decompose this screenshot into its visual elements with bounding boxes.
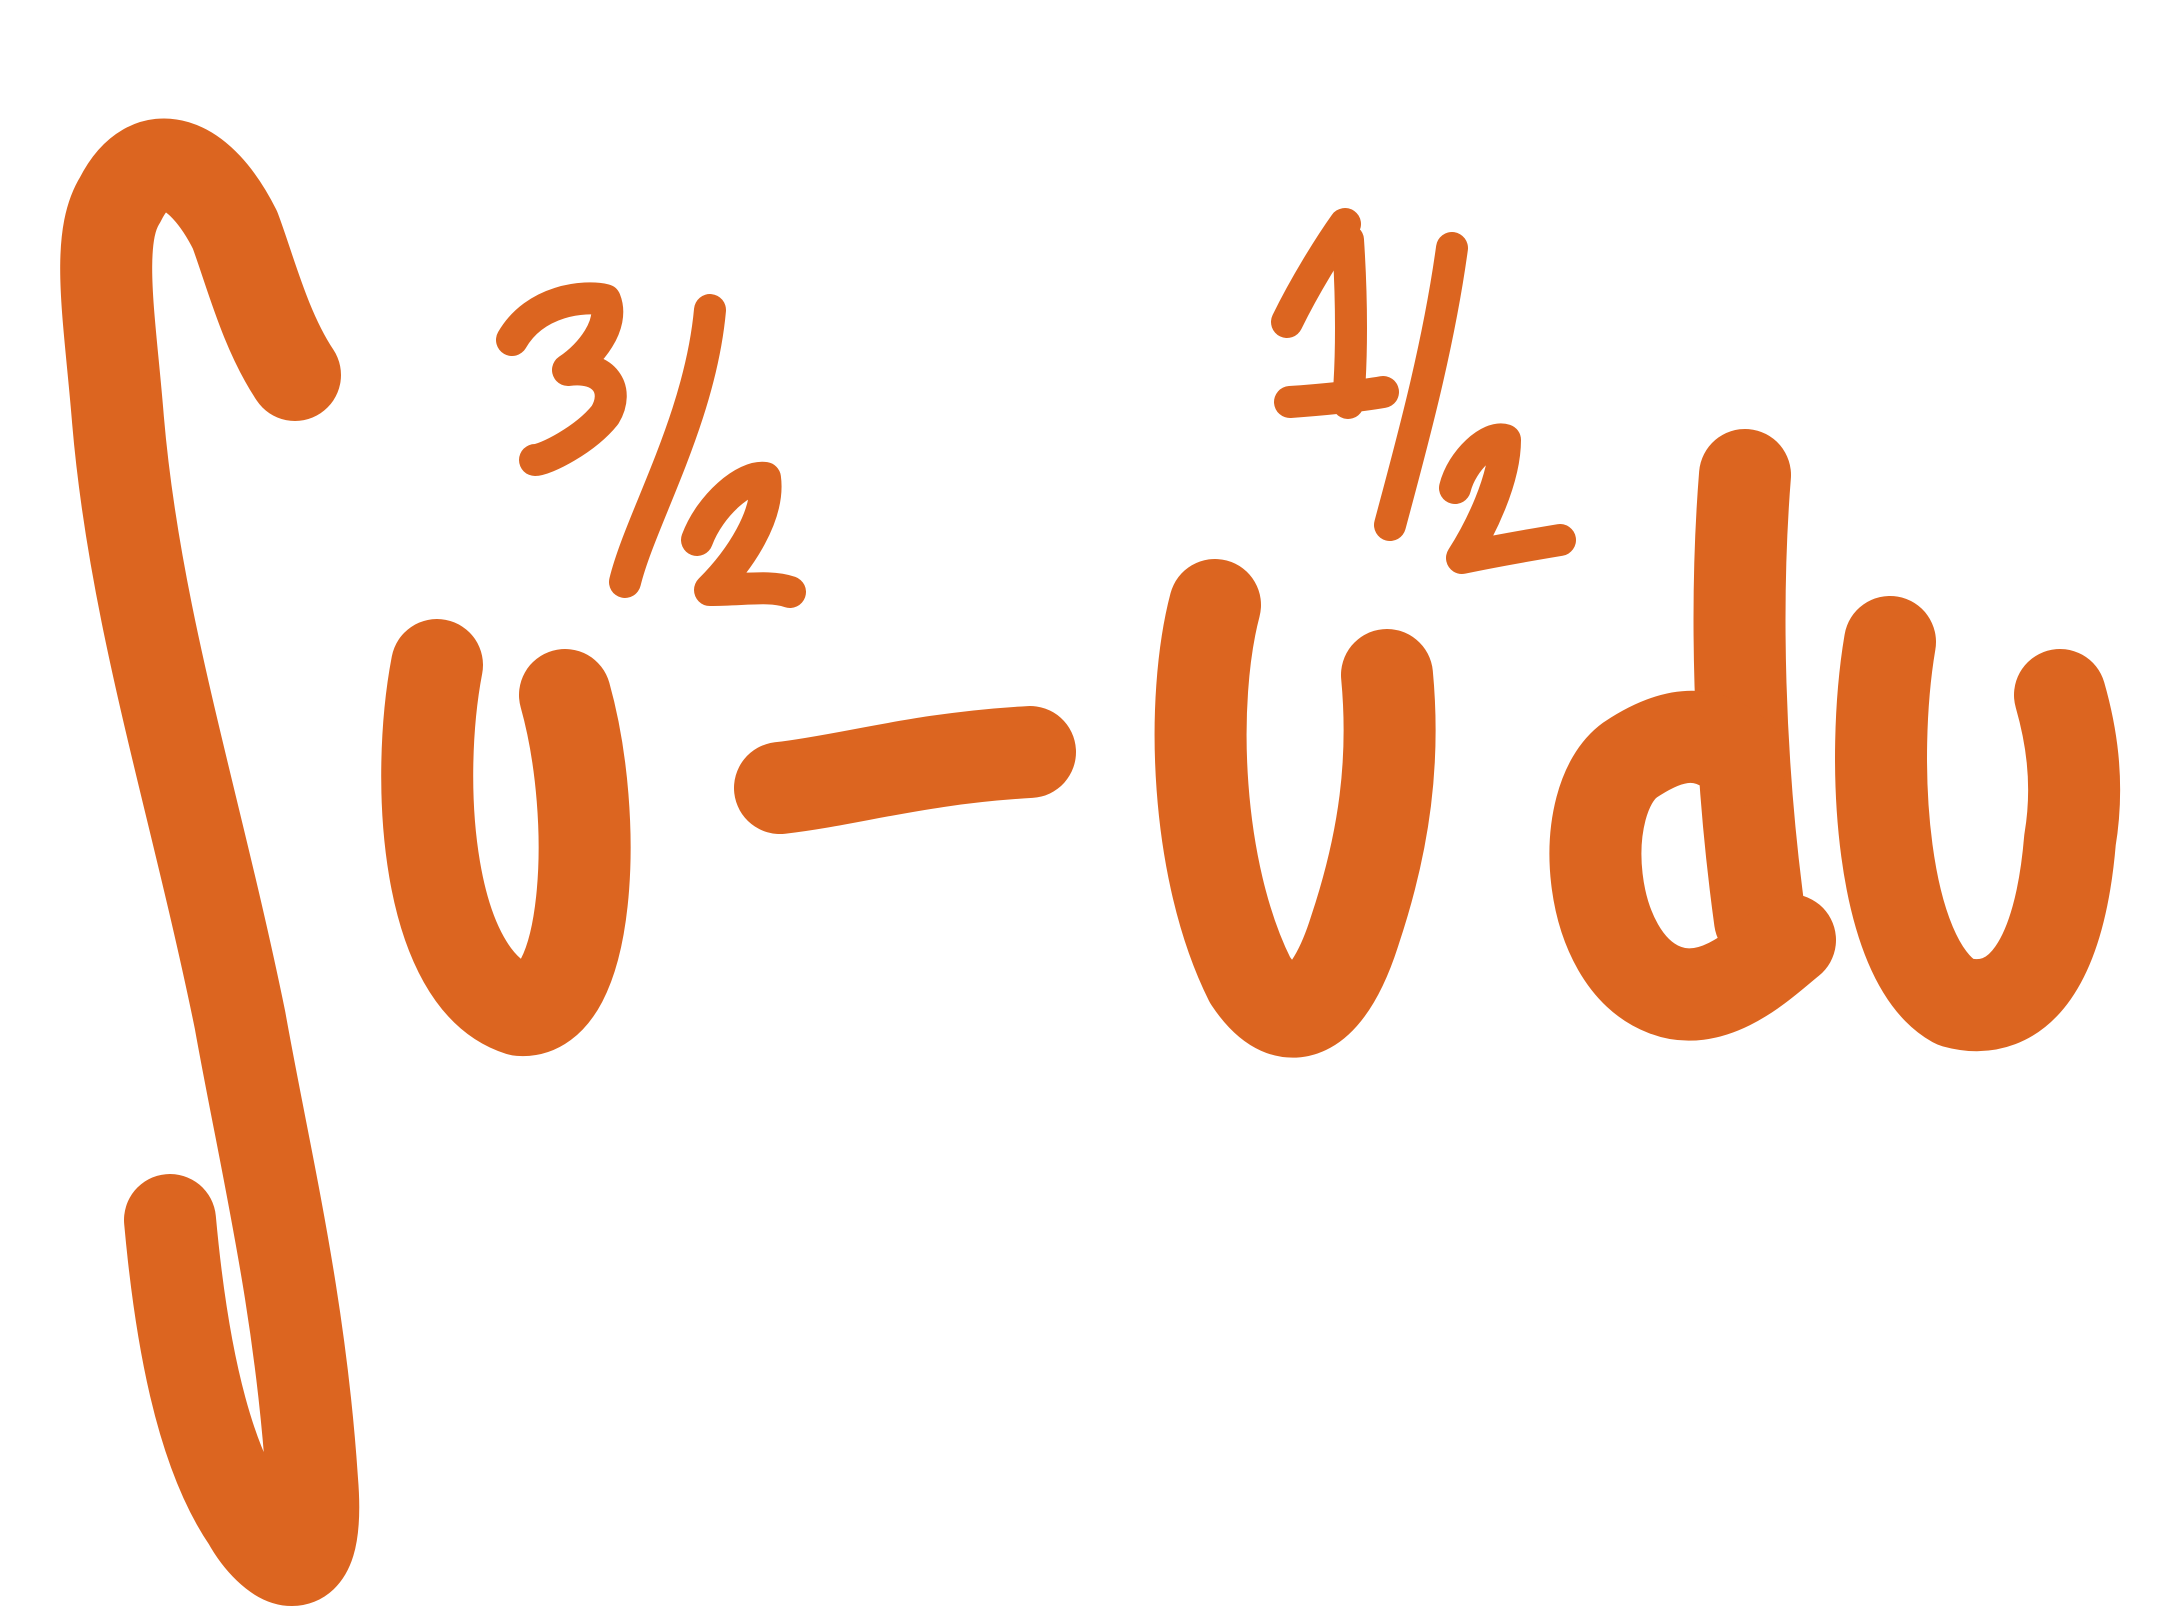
minus-sign	[734, 706, 1076, 834]
term2-exponent-1-over-2	[1271, 208, 1576, 574]
term1-u	[381, 619, 631, 1056]
integral-sign	[60, 118, 360, 1606]
term2-u	[1154, 559, 1436, 1058]
term1-exponent-3-over-2	[496, 282, 806, 608]
differential-u	[1835, 596, 2121, 1052]
differential-d	[1549, 429, 1836, 1041]
